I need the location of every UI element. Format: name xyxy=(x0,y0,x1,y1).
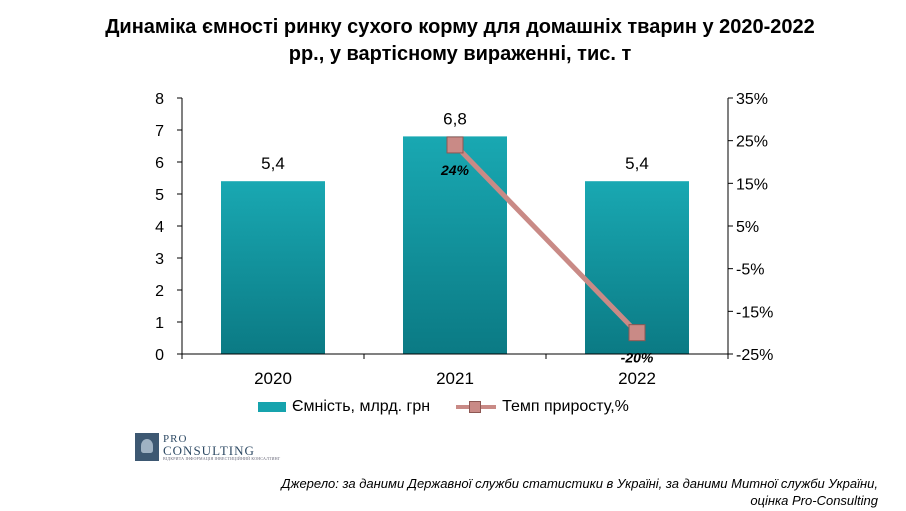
left-tick-label: 5 xyxy=(155,187,164,204)
logo-line-2: CONSULTING xyxy=(163,442,255,458)
growth-rate-marker-2022 xyxy=(628,324,646,342)
left-tick-label: 0 xyxy=(155,347,164,364)
x-tick-label-2021: 2021 xyxy=(436,369,474,388)
right-tick-label: -25% xyxy=(736,347,773,364)
right-tick-label: 25% xyxy=(736,134,768,151)
pro-consulting-logo: PRO CONSULTING ВІДКРИТА ІНФОРМАЦІЯ ІНВЕС… xyxy=(135,433,280,461)
chart-legend: Ємність, млрд. грн Темп приросту,% xyxy=(258,396,655,418)
right-tick-label: -5% xyxy=(736,262,764,279)
legend-item-line: Темп приросту,% xyxy=(456,398,629,416)
growth-rate-marker-2021 xyxy=(446,136,464,154)
left-tick-label: 8 xyxy=(155,91,164,108)
bar-2021 xyxy=(403,136,507,354)
growth-rate-label-2022: -20% xyxy=(621,350,654,366)
left-tick-label: 4 xyxy=(155,219,164,236)
source-note: Джерело: за даними Державної служби стат… xyxy=(178,475,878,509)
growth-rate-line xyxy=(453,143,639,335)
chart-title-line-1: Динаміка ємності ринку сухого корму для … xyxy=(105,16,815,38)
left-tick-label: 3 xyxy=(155,251,164,268)
right-tick-label: 15% xyxy=(736,176,768,193)
right-tick-label: 35% xyxy=(736,91,768,108)
chart-title-line-2: рр., у вартісному вираженні, тис. т xyxy=(288,43,632,65)
logo-line-1: PRO xyxy=(163,432,188,445)
legend-label-bars: Ємність, млрд. грн xyxy=(292,398,431,415)
source-line-2: оцінка Pro-Consulting xyxy=(750,493,878,508)
left-tick-label: 2 xyxy=(155,283,164,300)
legend-label-line: Темп приросту,% xyxy=(502,398,629,415)
bar-value-label-2022: 5,4 xyxy=(625,154,649,173)
left-tick-label: 7 xyxy=(155,123,164,140)
source-line-1: Джерело: за даними Державної служби стат… xyxy=(281,476,878,491)
right-tick-label: -15% xyxy=(736,304,773,321)
chart-title: Динаміка ємності ринку сухого корму для … xyxy=(40,14,880,68)
left-tick-label: 1 xyxy=(155,315,164,332)
x-tick-label-2022: 2022 xyxy=(618,369,656,388)
left-tick-label: 6 xyxy=(155,155,164,172)
right-tick-label: 5% xyxy=(736,219,759,236)
logo-text: PRO CONSULTING ВІДКРИТА ІНФОРМАЦІЯ ІНВЕС… xyxy=(163,432,281,461)
bar-value-label-2020: 5,4 xyxy=(261,154,285,173)
legend-swatch-bars xyxy=(258,402,286,412)
logo-tagline: ВІДКРИТА ІНФОРМАЦІЯ ІНВЕСТИЦІЙНИЙ КОНСАЛ… xyxy=(163,455,281,461)
legend-swatch-line xyxy=(456,401,497,413)
growth-rate-label-2021: 24% xyxy=(440,162,470,178)
bar-2020 xyxy=(221,181,325,354)
bar-value-label-2021: 6,8 xyxy=(443,109,467,128)
logo-emblem-icon xyxy=(135,433,159,461)
legend-item-bars: Ємність, млрд. грн xyxy=(258,398,430,416)
x-tick-label-2020: 2020 xyxy=(254,369,292,388)
